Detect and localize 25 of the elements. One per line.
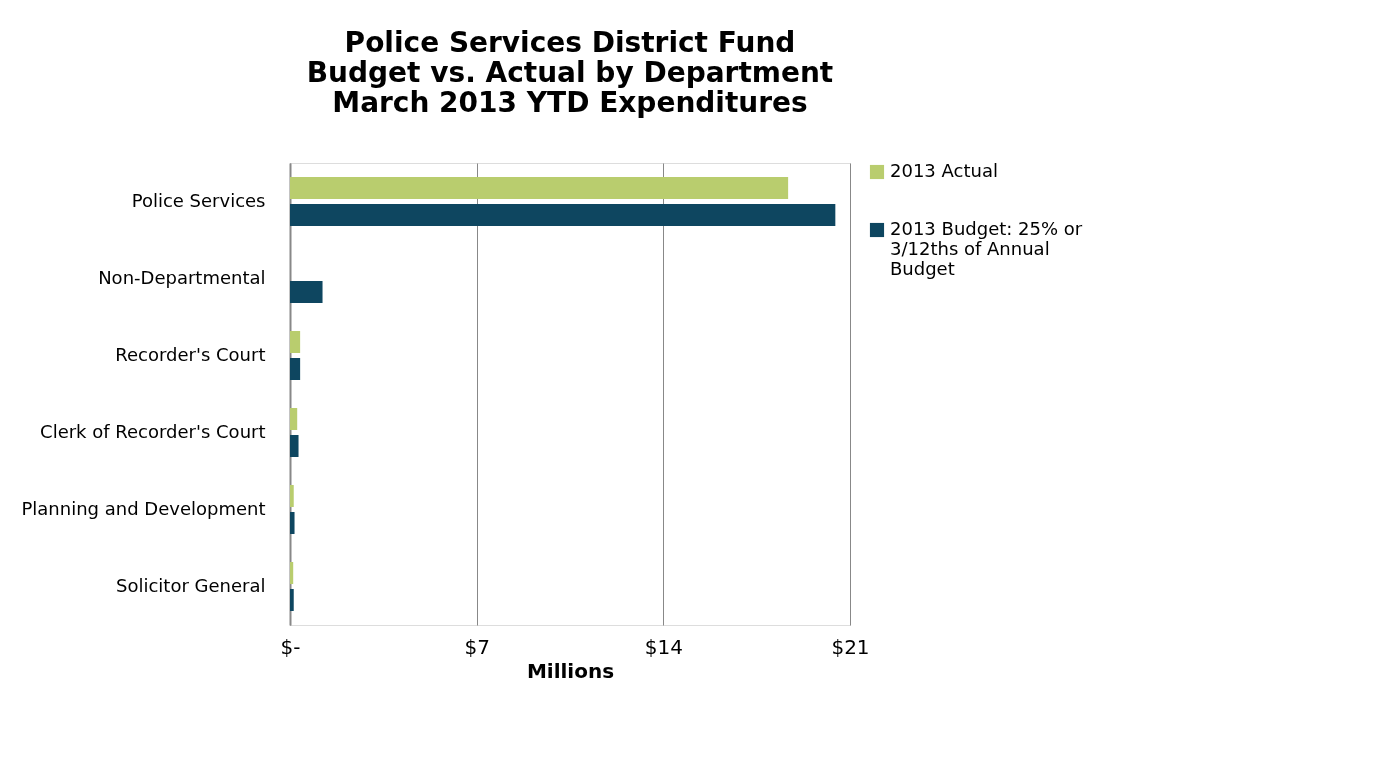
y-tick-label: Planning and Development [21, 497, 266, 519]
x-axis-title: Millions [526, 658, 615, 683]
bar [290, 177, 789, 200]
bar [290, 408, 298, 431]
bar [290, 331, 301, 354]
x-tick-label: $- [280, 634, 301, 659]
y-tick-label: Clerk of Recorder's Court [40, 420, 266, 442]
y-tick-label: Solicitor General [116, 574, 266, 596]
y-tick-label: Recorder's Court [115, 343, 266, 365]
y-tick-label: Police Services [131, 189, 266, 211]
x-tick-label: $14 [644, 634, 683, 659]
bar [290, 588, 294, 611]
bar [290, 203, 836, 226]
bar [290, 357, 301, 380]
chart-title: Police Services District Fund Budget vs. Actual by Department March 2013 YTD Expenditures [306, 26, 834, 119]
x-tick-label: $7 [464, 634, 490, 659]
legend-label: 2013 Budget: 25% or 3/12ths of Annual Budget [890, 218, 1083, 279]
bar [290, 511, 295, 534]
bar [290, 562, 294, 585]
y-tick-label: Non-Departmental [98, 266, 266, 288]
bar [290, 280, 323, 303]
bar [290, 485, 294, 508]
x-tick-label: $21 [831, 634, 870, 659]
bar [290, 434, 299, 457]
legend-label: 2013 Actual [890, 160, 998, 181]
